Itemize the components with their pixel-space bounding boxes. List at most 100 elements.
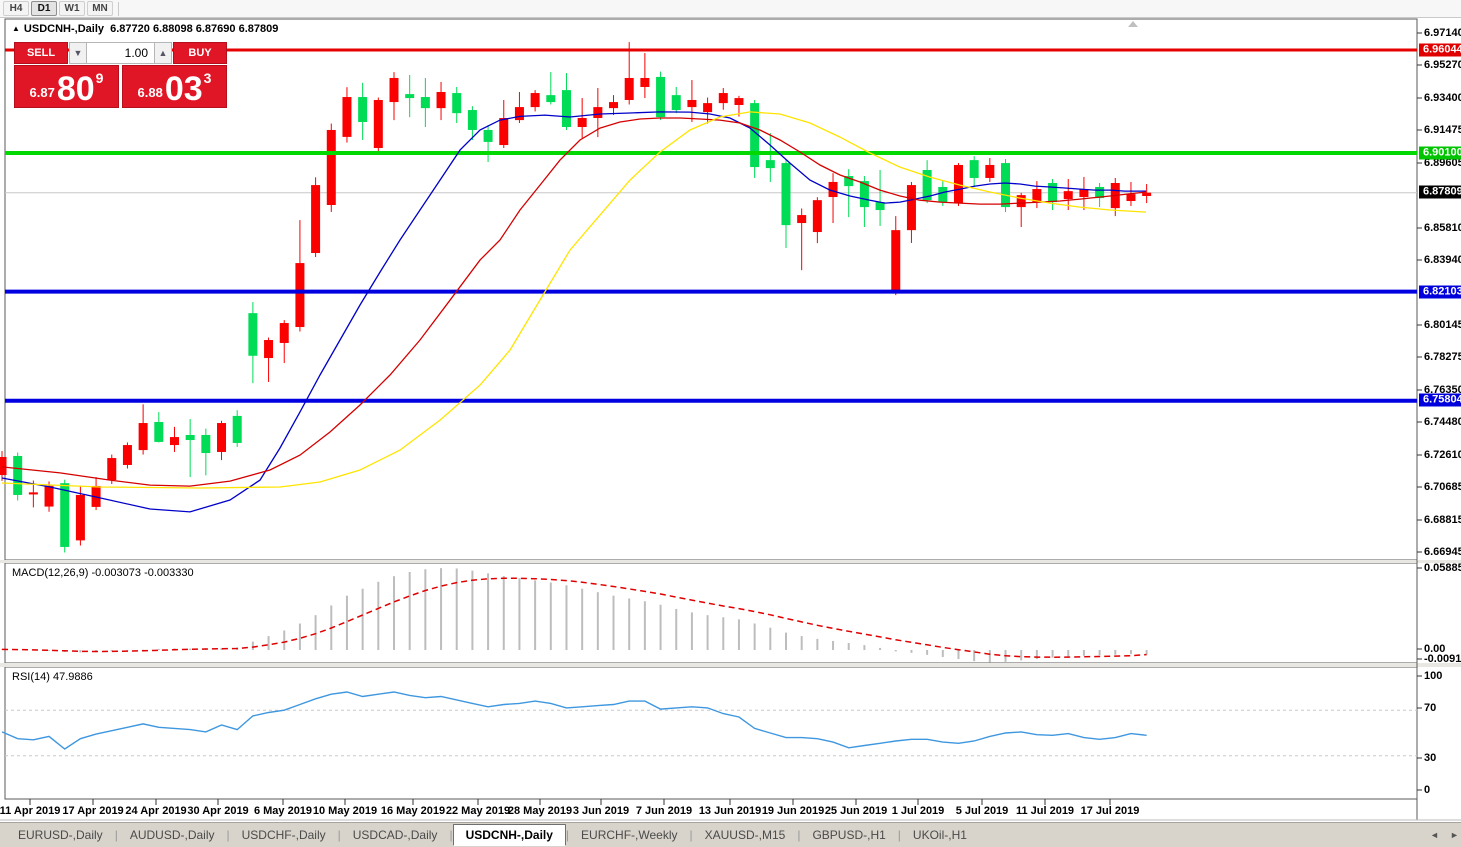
chevron-down-icon: ▼ (73, 47, 83, 58)
date-tick-label: 11 Apr 2019 (0, 805, 61, 817)
timeframe-toolbar: H4 D1 W1 MN (0, 0, 1461, 18)
candle-body (232, 415, 242, 443)
chart-tab-xauusd[interactable]: XAUUSD-,M15 (704, 828, 786, 842)
candle-body (969, 160, 979, 178)
axis-tick-label: 6.83940 (1424, 254, 1461, 266)
volume-decrease-button[interactable]: ▼ (69, 42, 87, 64)
candle-body (781, 163, 791, 226)
timeframe-button-h4[interactable]: H4 (3, 1, 29, 16)
rsi-label: RSI(14) 47.9886 (12, 671, 93, 683)
axis-tick-label: 6.74480 (1424, 416, 1461, 428)
axis-tick-label: 6.95270 (1424, 59, 1461, 71)
date-tick-label: 7 Jun 2019 (635, 805, 693, 817)
buy-price-pips: 03 (164, 70, 203, 109)
candle-body (420, 97, 430, 109)
date-tick-label: 3 Jun 2019 (572, 805, 630, 817)
axis-tick-label: 6.76350 (1424, 384, 1461, 396)
candle-body (295, 263, 305, 328)
candle-body (169, 437, 179, 446)
candle-body (985, 164, 995, 178)
volume-increase-button[interactable]: ▲ (154, 42, 172, 64)
candle-body (1142, 192, 1152, 196)
candle-body (750, 103, 760, 168)
toolbar-separator (118, 1, 119, 16)
tab-divider: | (565, 828, 570, 842)
candle-body (718, 93, 728, 104)
axis-tick-label: 0 (1424, 784, 1431, 796)
candle-body (561, 90, 571, 128)
candle-body (44, 485, 54, 507)
candle-body (593, 107, 603, 119)
chart-title: ▲ USDCNH-,Daily 6.87720 6.88098 6.87690 6… (12, 23, 278, 35)
chart-tab-eurchf[interactable]: EURCHF-,Weekly (581, 828, 678, 842)
candle-body (154, 421, 164, 442)
date-tick-label: 22 May 2019 (445, 805, 511, 817)
buy-price-point: 3 (203, 70, 212, 86)
axis-ticks (29, 32, 1422, 805)
one-click-trading-panel: SELL ▼ 1.00 ▲ BUY 6.87 80 9 6.88 03 3 (14, 42, 227, 108)
candle-body (264, 340, 274, 359)
axis-tick-label: 6.68815 (1424, 514, 1461, 526)
candle-body (577, 118, 587, 128)
chart-tab-bar: EURUSD-,Daily | AUDUSD-,Daily | USDCHF-,Dail… (0, 822, 1461, 847)
chart-tab-usdcnh[interactable]: USDCNH-,Daily (452, 824, 566, 846)
axis-tick-label: 6.70685 (1424, 481, 1461, 493)
chart-pane (4, 562, 1418, 664)
candle-body (217, 423, 227, 452)
collapse-triangle-icon[interactable]: ▲ (12, 24, 20, 33)
volume-input[interactable]: 1.00 (87, 42, 154, 64)
buy-button[interactable]: BUY (173, 42, 227, 64)
candle-body (812, 200, 822, 233)
candle-body (0, 457, 7, 476)
candle-body (875, 202, 885, 211)
buy-price-box[interactable]: 6.88 03 3 (122, 65, 227, 108)
axis-tick-label: 6.80145 (1424, 319, 1461, 331)
chart-tab-usdcad[interactable]: USDCAD-,Daily (352, 828, 438, 842)
price-level-badge: 6.96044 (1419, 43, 1461, 57)
candle-body (687, 99, 697, 108)
rsi-pane (1, 691, 1417, 757)
candle-body (938, 186, 948, 203)
candle-body (1095, 186, 1105, 199)
tab-divider: | (797, 828, 801, 842)
sell-price-box[interactable]: 6.87 80 9 (14, 65, 119, 108)
date-tick-label: 11 Jul 2019 (1015, 805, 1075, 817)
candle-body (452, 93, 462, 114)
chart-tab-usdchf[interactable]: USDCHF-,Daily (241, 828, 326, 842)
chart-pane (4, 666, 1418, 800)
sell-price-prefix: 6.87 (29, 85, 55, 100)
candle-body (656, 76, 666, 118)
chart-canvas[interactable] (0, 0, 1461, 822)
ma-mid-red (1, 117, 1147, 487)
date-tick-label: 17 Jul 2019 (1080, 805, 1140, 817)
chart-tab-ukoil[interactable]: UKOil-,H1 (912, 828, 967, 842)
axis-tick-label: 6.72610 (1424, 449, 1461, 461)
candle-body (389, 77, 399, 103)
candle-body (828, 181, 838, 198)
candle-body (467, 110, 477, 130)
candle-body (248, 313, 258, 356)
candle-body (373, 99, 383, 148)
tab-divider: | (337, 828, 341, 842)
candle-body (1032, 189, 1042, 203)
axis-tick-label: 6.93400 (1424, 92, 1461, 104)
candle-body (1016, 195, 1026, 208)
price-level-badge: 6.90100 (1419, 146, 1461, 160)
candle-body (13, 455, 23, 495)
tab-scroll-left-icon[interactable]: ◄ (1430, 830, 1439, 840)
chart-tab-audusd[interactable]: AUDUSD-,Daily (129, 828, 215, 842)
rsi-value-line (1, 691, 1147, 750)
timeframe-button-mn[interactable]: MN (87, 1, 113, 16)
chart-tab-eurusd[interactable]: EURUSD-,Daily (18, 828, 103, 842)
timeframe-button-d1[interactable]: D1 (31, 1, 57, 16)
price-level-badge: 6.75804 (1419, 393, 1461, 407)
chart-tab-gbpusd[interactable]: GBPUSD-,H1 (812, 828, 886, 842)
price-pane (0, 21, 1417, 553)
scroll-up-icon[interactable] (1128, 21, 1138, 27)
ma-slow-yellow (1, 111, 1147, 489)
date-tick-label: 28 May 2019 (507, 805, 573, 817)
timeframe-button-w1[interactable]: W1 (59, 1, 85, 16)
tab-scroll-right-icon[interactable]: ► (1450, 830, 1459, 840)
sell-button[interactable]: SELL (14, 42, 68, 64)
date-tick-label: 30 Apr 2019 (187, 805, 249, 817)
